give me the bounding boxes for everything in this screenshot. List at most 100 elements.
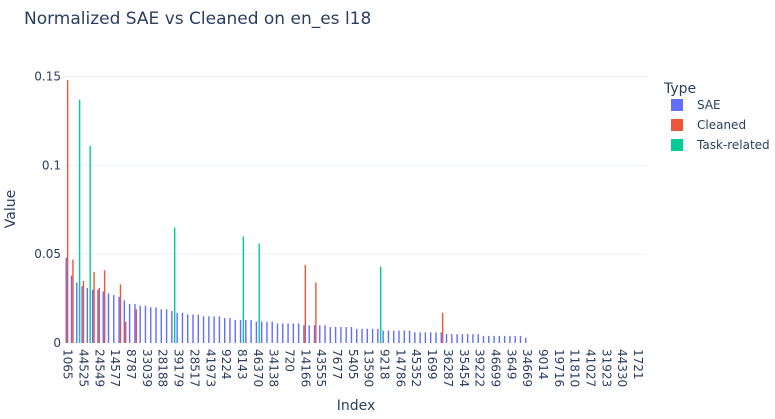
bar-sae-49 [324, 325, 326, 343]
bar-sae-22 [181, 312, 184, 343]
bar-sae-27 [208, 316, 210, 343]
bar-sae-56 [361, 328, 363, 343]
x-tick-label: 39179 [172, 349, 186, 387]
bar-sae-60 [382, 330, 384, 343]
x-tick-label: 44330 [615, 349, 629, 387]
x-tick-label: 9014 [536, 349, 550, 380]
bar-task-related-33 [242, 236, 245, 343]
bar-sae-80 [488, 335, 490, 343]
y-tick-label: 0.1 [42, 158, 61, 172]
legend-swatch-1[interactable] [671, 119, 683, 131]
x-tick-label: 11810 [568, 349, 582, 387]
bars [65, 80, 527, 344]
legend: Type SAE Cleaned Task-related [663, 81, 770, 152]
bar-sae-39 [271, 321, 273, 343]
bar-sae-2 [76, 282, 78, 343]
bar-sae-77 [472, 334, 474, 343]
bar-sae-86 [519, 335, 522, 343]
bar-cleaned-7 [103, 270, 106, 343]
bar-task-related-36 [258, 243, 260, 343]
bar-sae-4 [86, 287, 89, 343]
bar-sae-76 [466, 334, 469, 343]
x-tick-label: 14786 [393, 349, 407, 387]
bar-sae-67 [419, 332, 421, 343]
legend-swatch-2[interactable] [671, 139, 683, 151]
bar-sae-36 [255, 321, 258, 343]
bar-sae-10 [118, 296, 120, 343]
bar-sae-75 [461, 334, 464, 343]
bar-task-related-59 [379, 266, 382, 343]
bar-sae-66 [414, 332, 416, 343]
x-tick-label: 9224 [219, 349, 233, 380]
x-tick-label: 43555 [314, 349, 328, 387]
bar-sae-48 [319, 325, 321, 343]
bar-sae-15 [144, 305, 147, 343]
x-tick-label: 28517 [187, 349, 201, 387]
bar-sae-38 [266, 321, 268, 343]
bar-sae-64 [403, 330, 405, 343]
bar-sae-11 [123, 300, 126, 343]
bar-sae-53 [345, 327, 347, 343]
bar-task-related-2 [78, 99, 81, 343]
bar-sae-37 [260, 321, 263, 343]
x-tick-label: 13590 [362, 349, 376, 387]
x-tick-label: 31923 [599, 349, 613, 387]
y-tick-label: 0 [53, 336, 61, 350]
bar-sae-81 [493, 335, 495, 343]
bar-sae-1 [70, 275, 73, 343]
x-tick-label: 8143 [235, 349, 249, 380]
bar-sae-26 [202, 316, 205, 343]
legend-title: Type [663, 81, 696, 97]
y-axis-title: Value [3, 190, 19, 228]
x-tick-label: 3649 [504, 349, 518, 380]
bar-sae-45 [303, 325, 305, 343]
x-tick-label: 41973 [203, 349, 217, 387]
y-tick-label: 0.15 [34, 70, 61, 84]
grid [65, 76, 646, 344]
bar-sae-5 [91, 289, 94, 343]
bar-sae-72 [445, 334, 448, 343]
bar-sae-52 [340, 327, 342, 343]
bar-sae-74 [456, 334, 458, 343]
bar-sae-70 [435, 332, 437, 343]
bar-sae-35 [250, 319, 252, 343]
bar-sae-8 [107, 293, 110, 343]
x-tick-label: 46370 [251, 349, 265, 387]
bar-sae-41 [282, 323, 284, 343]
bar-sae-6 [97, 289, 99, 343]
bar-sae-12 [128, 303, 131, 343]
x-tick-label: 1065 [61, 349, 75, 380]
bar-sae-51 [334, 327, 337, 343]
bar-sae-71 [440, 332, 442, 343]
bar-sae-28 [213, 316, 215, 343]
bar-sae-0 [65, 257, 67, 343]
x-tick-label: 45352 [409, 349, 423, 387]
legend-swatch-0[interactable] [671, 99, 683, 111]
bar-cleaned-47 [315, 282, 317, 343]
legend-item-label[interactable]: Cleaned [697, 118, 746, 132]
bar-cleaned-1 [72, 259, 74, 343]
bar-sae-79 [482, 335, 485, 343]
bar-sae-23 [187, 314, 189, 343]
bar-sae-17 [155, 307, 157, 343]
bar-sae-42 [287, 323, 289, 343]
bar-cleaned-45 [304, 264, 307, 343]
legend-item-label[interactable]: SAE [697, 98, 721, 112]
bar-sae-31 [229, 318, 231, 343]
bar-sae-24 [192, 314, 194, 343]
bar-task-related-20 [173, 227, 176, 343]
x-tick-label: 44525 [76, 349, 90, 387]
bar-sae-13 [134, 303, 136, 343]
bar-sae-3 [81, 286, 83, 343]
bar-sae-78 [477, 334, 479, 343]
x-tick-label: 34138 [267, 349, 281, 387]
bar-sae-69 [429, 332, 432, 343]
x-tick-label: 46699 [488, 349, 502, 387]
bar-sae-21 [176, 312, 178, 343]
bar-sae-20 [171, 311, 173, 343]
bar-sae-19 [165, 309, 168, 343]
legend-item-label[interactable]: Task-related [696, 138, 770, 152]
bar-sae-46 [308, 325, 310, 343]
bar-sae-68 [424, 332, 427, 343]
